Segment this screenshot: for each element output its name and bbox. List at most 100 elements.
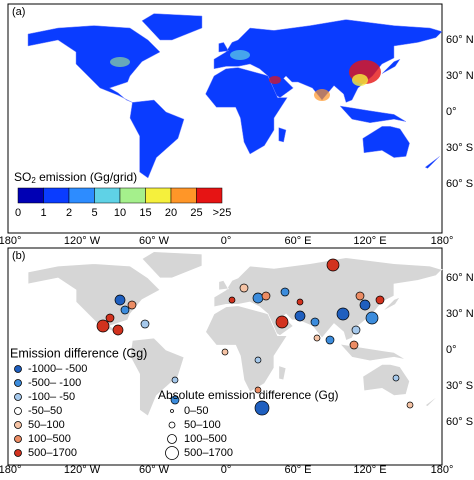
lon-labels: 180° 120° W 60° W 0° 60° E 120° E 180° [0,235,453,247]
panel-label: (a) [12,6,25,18]
lon-label: 120° E [353,235,386,247]
colorbar-title: emission (Gg/grid) [36,170,137,184]
legend-label: -1000– -500 [28,363,87,375]
lon-label: 180° [431,235,454,247]
difference-dot [239,283,249,293]
difference-dot [140,319,150,329]
colorbar-segment [170,187,197,204]
difference-dot [127,300,137,310]
legend-swatch [14,379,22,387]
difference-dot [114,294,126,306]
difference-dot [275,315,289,329]
colorbar-label: 0 [15,207,21,219]
legend-swatch [165,446,179,460]
difference-dot [280,287,290,297]
colorbar-segment [17,187,44,204]
lon-label: 60° W [139,464,170,475]
lon-labels: 180° 120° W 60° W 0° 60° E 120° E 180° [0,464,454,476]
lat-label: 30° S [446,380,473,392]
difference-dot [112,324,124,336]
legend-swatch [14,449,22,457]
legend-swatch [168,421,176,429]
difference-dot [252,292,264,304]
lat-label: 60° N [446,34,474,46]
difference-dot [96,319,110,333]
legend-swatch [167,434,177,444]
difference-dot [254,356,262,364]
colorbar-segment [196,187,223,204]
lat-label: 60° S [446,416,473,428]
legend-swatch [170,409,174,413]
difference-dot [349,340,359,350]
difference-dot [310,317,320,327]
colorbar-label: >25 [213,207,232,219]
legend-label: 100–500 [184,433,227,445]
difference-dot [336,307,350,321]
colorbar-label: 5 [91,207,97,219]
colorbar-label: 20 [165,207,177,219]
colorbar-label: 25 [190,207,202,219]
difference-dot [254,400,270,416]
colorbar-label: 15 [139,207,151,219]
lon-label: 120° W [64,464,101,475]
lon-label: 180° [431,464,454,475]
legend-label: 100–500 [28,433,71,445]
colorbar-title: SO2 emission (Gg/grid) [14,170,137,185]
lon-label: 60° W [139,235,170,247]
difference-dot [375,295,385,305]
legend-label: 50–100 [28,419,65,431]
panel-label: (b) [12,250,25,262]
difference-dot [261,291,271,301]
colorbar-segment [145,187,172,204]
colorbar-segment [94,187,121,204]
difference-dots [96,258,414,416]
legend-title: Emission difference (Gg) [10,346,147,360]
lat-label: 60° N [446,272,474,284]
lat-label: 0° [446,344,457,356]
lon-label: 60° E [284,235,311,247]
lat-labels: 60° N 30° N 0° 30° S 60° S [446,272,474,428]
lon-label: 60° E [284,464,311,475]
lon-label: 180° [0,235,21,247]
lat-label: 60° S [446,178,473,190]
difference-dot [406,401,414,409]
colorbar-label: 1 [40,207,46,219]
legend-label: 0–50 [184,405,208,417]
difference-dot [105,313,115,323]
difference-dot [365,311,379,325]
difference-dot [171,376,179,384]
legend-swatch [14,365,22,373]
legend: 0–50 50–100 100–500 500–1700 [165,405,233,460]
difference-dot [325,335,335,345]
legend-label: 500–1700 [28,447,77,459]
legend-swatch [14,393,22,401]
difference-dot [313,334,321,342]
difference-dot [120,305,130,315]
legend-swatch [14,421,22,429]
difference-dot [359,299,371,311]
difference-dot [170,395,180,405]
difference-dot [228,296,236,304]
difference-dot [254,386,262,394]
difference-dot [355,291,365,301]
lon-label: 0° [221,464,232,475]
colorbar-label: 10 [114,207,126,219]
difference-dot [296,298,304,306]
lat-label: 30° S [446,142,473,154]
lon-label: 120° E [353,464,386,475]
legend-label: -50–50 [28,405,62,417]
legend-swatch [14,407,22,415]
legend: -1000– -500 -500– -100 -100– -50 -50–50 50–1… [14,363,87,459]
colorbar: 0 1 2 5 10 15 20 25 >25 [15,187,232,219]
lon-label: 180° [0,464,21,475]
legend-label: -100– -50 [28,391,75,403]
difference-dot [221,348,229,356]
legend-title: Absolute emission difference (Gg) [158,388,339,402]
colorbar-title: SO [14,170,31,184]
legend-label: -500– -100 [28,377,81,389]
lat-label: 30° N [446,308,474,320]
legend-label: 50–100 [184,419,221,431]
lat-label: 30° N [446,70,474,82]
colorbar-segment [68,187,95,204]
lon-label: 120° W [64,235,101,247]
